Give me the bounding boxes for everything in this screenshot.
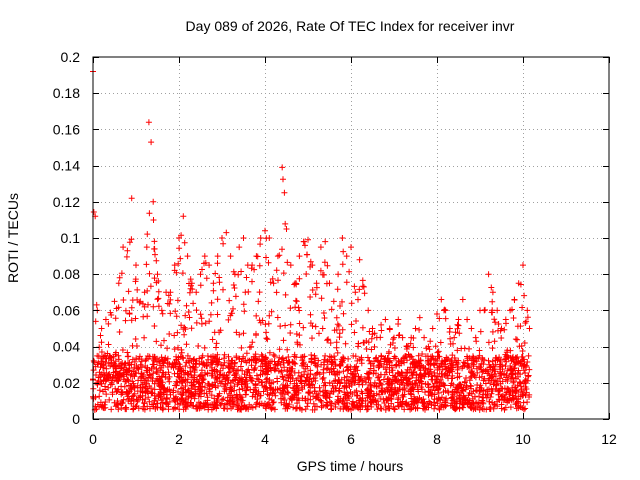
- x-tick-label: 4: [261, 431, 269, 447]
- data-point-peak: [279, 164, 286, 171]
- data-point-peak: [352, 289, 359, 296]
- x-tick-label: 6: [347, 431, 355, 447]
- data-point-peak: [167, 289, 174, 296]
- x-tick-labels: 0 2 4 6 8 10 12: [89, 431, 617, 447]
- data-point-peak: [382, 316, 389, 323]
- data-point-peak: [206, 262, 213, 269]
- y-tick-label: 0.1: [61, 230, 81, 246]
- data-point-peak: [526, 325, 533, 332]
- data-point-peak: [451, 334, 458, 341]
- data-point-peak: [133, 262, 139, 269]
- data-point-peak: [322, 238, 329, 245]
- data-point-peak: [124, 247, 131, 254]
- y-tick-label: 0.18: [53, 85, 80, 101]
- data-point-peak: [287, 262, 294, 269]
- axis-ticks: [93, 57, 610, 420]
- data-point-peak: [270, 280, 277, 287]
- data-point-peak: [274, 253, 281, 260]
- data-point-peak: [369, 325, 376, 332]
- data-point-peak: [145, 119, 152, 126]
- data-point-peak: [150, 198, 157, 205]
- y-axis-label: ROTI / TECUs: [5, 193, 21, 283]
- data-point-peak: [455, 316, 462, 323]
- data-point-peak: [148, 139, 155, 146]
- y-tick-label: 0.2: [61, 49, 81, 65]
- data-points: [90, 68, 533, 413]
- y-tick-label: 0: [72, 411, 80, 427]
- data-point-peak: [143, 244, 150, 251]
- data-point-peak: [257, 235, 264, 241]
- data-point-peak: [429, 325, 436, 332]
- data-point-peak: [296, 253, 303, 260]
- x-tick-label: 8: [433, 431, 441, 447]
- data-point-peak: [184, 253, 191, 260]
- data-point-peak: [141, 289, 148, 296]
- data-point-peak: [335, 271, 342, 278]
- chart-title: Day 089 of 2026, Rate Of TEC Index for r…: [186, 18, 515, 34]
- data-point-peak: [214, 253, 221, 260]
- data-point-peak: [281, 189, 288, 196]
- y-tick-label: 0.12: [53, 194, 80, 210]
- data-point-peak: [468, 325, 475, 332]
- data-point-peak: [158, 307, 165, 314]
- data-point-peak: [115, 280, 122, 287]
- data-point-peak: [339, 235, 346, 241]
- data-point-peak: [283, 226, 290, 232]
- data-point-peak: [240, 235, 247, 241]
- data-point-peak: [171, 262, 178, 269]
- y-tick-label: 0.06: [53, 302, 80, 318]
- y-tick-label: 0.04: [53, 339, 80, 355]
- x-tick-label: 12: [601, 431, 617, 447]
- data-point-peak: [524, 307, 531, 314]
- data-point-peak: [236, 244, 243, 251]
- data-point-peak: [365, 307, 372, 314]
- data-point-peak: [120, 244, 127, 251]
- data-point-peak: [421, 334, 428, 341]
- data-point-peak: [111, 298, 118, 305]
- data-point-peak: [227, 253, 234, 260]
- data-point-peak: [356, 256, 363, 263]
- data-point-peak: [464, 316, 471, 323]
- data-point-peak: [330, 298, 337, 305]
- data-point-peak: [348, 244, 354, 251]
- x-tick-label: 0: [89, 431, 97, 447]
- data-point-peak: [416, 314, 423, 321]
- y-tick-label: 0.16: [53, 121, 80, 137]
- data-point-peak: [343, 253, 350, 260]
- data-point-peak: [317, 244, 324, 251]
- y-tick-labels: 0 0.02 0.04 0.06 0.08 0.1 0.12 0.14 0.16 0.18 0.2: [53, 49, 80, 427]
- data-point-peak: [262, 227, 268, 234]
- data-point-peak: [102, 316, 109, 323]
- y-tick-label: 0.02: [53, 375, 80, 391]
- data-point-peak: [434, 311, 440, 317]
- data-point-peak: [485, 271, 492, 278]
- data-point-peak: [489, 289, 496, 296]
- data-point-peak: [128, 195, 135, 202]
- data-point-peak: [193, 289, 200, 296]
- data-point-peak: [438, 296, 445, 303]
- data-point-peak: [360, 283, 367, 290]
- data-point-peak: [197, 271, 204, 278]
- data-point-peak: [520, 262, 526, 269]
- data-point-peak: [412, 325, 419, 332]
- x-axis-label: GPS time / hours: [297, 458, 404, 474]
- data-point-peak: [98, 325, 105, 332]
- data-point-peak: [201, 253, 208, 260]
- data-point-peak: [459, 296, 466, 303]
- y-tick-label: 0.14: [53, 158, 80, 174]
- data-point-peak: [399, 334, 406, 341]
- x-tick-label: 10: [515, 431, 531, 447]
- data-point-peak: [210, 280, 217, 287]
- data-point-peak: [305, 236, 311, 243]
- data-point-peak: [223, 229, 230, 236]
- data-point-peak: [180, 213, 187, 220]
- data-point-peak: [219, 235, 225, 241]
- data-point-peak: [154, 271, 161, 278]
- data-point-peak: [378, 321, 385, 328]
- y-tick-label: 0.08: [53, 266, 80, 282]
- x-tick-label: 2: [175, 431, 183, 447]
